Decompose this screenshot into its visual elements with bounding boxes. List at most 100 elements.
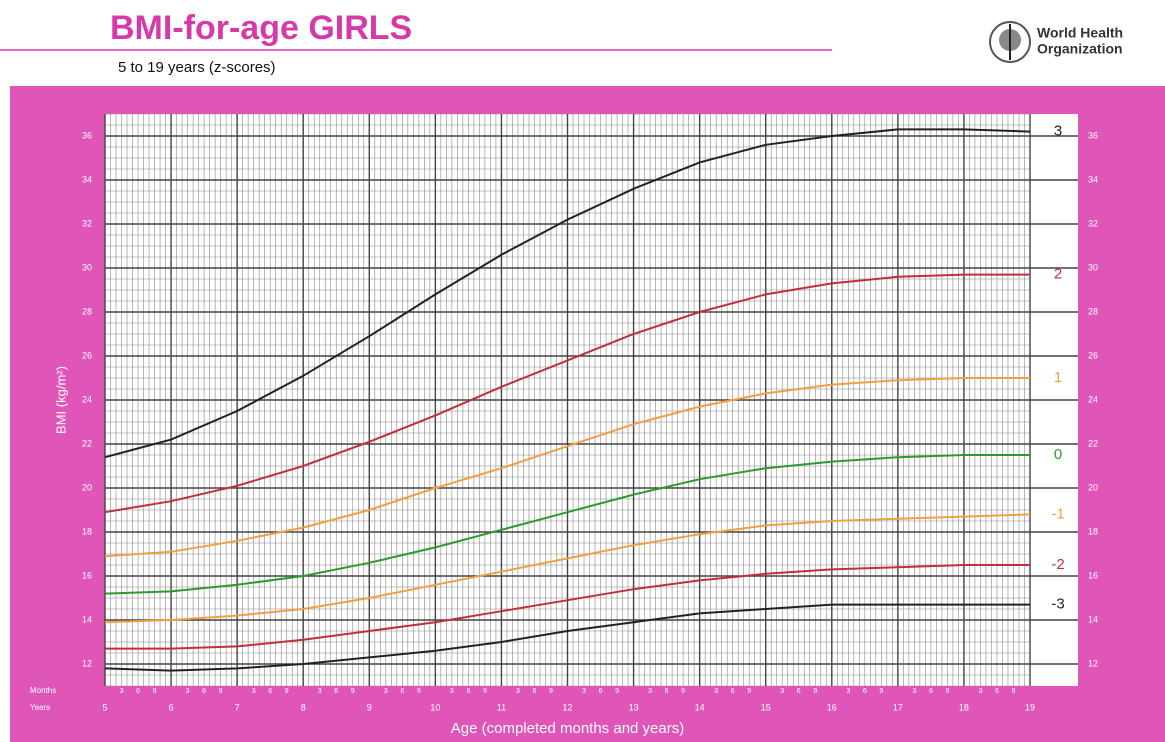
month-tick-label: 3 xyxy=(780,688,784,695)
x-tick-label: 8 xyxy=(301,702,306,712)
x-tick-label: 6 xyxy=(169,702,174,712)
month-tick-label: 9 xyxy=(483,688,487,695)
month-tick-label: 9 xyxy=(681,688,685,695)
x-tick-label: 9 xyxy=(367,702,372,712)
month-tick-label: 6 xyxy=(202,688,206,695)
y-tick-label: 18 xyxy=(82,526,92,536)
series-label: 2 xyxy=(1054,266,1062,283)
series-label: -2 xyxy=(1051,556,1064,573)
month-tick-label: 9 xyxy=(747,688,751,695)
org-name: World Health xyxy=(1037,25,1123,41)
years-label: Years xyxy=(30,703,50,712)
month-tick-label: 3 xyxy=(450,688,454,695)
x-tick-label: 11 xyxy=(497,702,506,712)
month-tick-label: 6 xyxy=(466,688,470,695)
y-axis-label: BMI (kg/m²) xyxy=(53,366,68,434)
y-tick-label: 14 xyxy=(1088,614,1098,624)
z-score-line xyxy=(104,454,1030,595)
y-tick-label: 18 xyxy=(1088,526,1098,536)
x-tick-label: 17 xyxy=(893,702,903,712)
x-tick-label: 14 xyxy=(695,702,705,712)
y-tick-label: 20 xyxy=(1088,482,1098,492)
y-tick-label: 34 xyxy=(1088,174,1098,184)
z-score-line xyxy=(104,273,1030,514)
y-tick-label: 24 xyxy=(82,394,92,404)
series-label: -3 xyxy=(1051,596,1064,613)
z-score-line xyxy=(105,564,1030,650)
month-tick-label: 3 xyxy=(912,688,916,695)
y-tick-label: 12 xyxy=(1088,658,1098,668)
z-score-line xyxy=(104,377,1030,558)
month-tick-label: 9 xyxy=(813,688,817,695)
y-tick-label: 28 xyxy=(1088,306,1098,316)
y-tick-label: 12 xyxy=(82,658,92,668)
y-tick-label: 26 xyxy=(82,350,92,360)
y-tick-label: 36 xyxy=(1088,130,1098,140)
month-tick-label: 6 xyxy=(136,688,140,695)
month-tick-label: 6 xyxy=(268,688,272,695)
series-label: 1 xyxy=(1054,369,1062,386)
month-tick-label: 3 xyxy=(582,688,586,695)
month-tick-label: 9 xyxy=(351,688,355,695)
y-tick-label: 34 xyxy=(82,174,92,184)
y-tick-label: 20 xyxy=(82,482,92,492)
month-tick-label: 9 xyxy=(1012,688,1016,695)
month-tick-label: 3 xyxy=(120,688,124,695)
y-tick-label: 24 xyxy=(1088,394,1098,404)
y-tick-label: 16 xyxy=(82,570,92,580)
y-tick-label: 32 xyxy=(1088,218,1098,228)
y-tick-label: 22 xyxy=(82,438,92,448)
x-tick-label: 16 xyxy=(827,702,837,712)
x-tick-label: 19 xyxy=(1025,702,1035,712)
month-tick-label: 6 xyxy=(400,688,404,695)
z-score-line xyxy=(104,513,1031,624)
series-label: 3 xyxy=(1054,123,1062,140)
month-tick-label: 3 xyxy=(846,688,850,695)
month-tick-label: 9 xyxy=(417,688,421,695)
title: BMI-for-age GIRLS xyxy=(110,9,412,47)
y-tick-label: 36 xyxy=(82,130,92,140)
month-tick-label: 9 xyxy=(285,688,289,695)
month-tick-label: 6 xyxy=(797,688,801,695)
month-tick-label: 6 xyxy=(863,688,867,695)
x-tick-label: 7 xyxy=(235,702,240,712)
z-score-line xyxy=(104,128,1031,459)
month-tick-label: 9 xyxy=(153,688,157,695)
month-tick-label: 6 xyxy=(533,688,537,695)
month-tick-label: 3 xyxy=(384,688,388,695)
x-tick-label: 15 xyxy=(761,702,771,712)
z-score-line xyxy=(104,603,1030,672)
y-tick-label: 30 xyxy=(82,262,92,272)
y-tick-label: 14 xyxy=(82,614,92,624)
x-tick-label: 12 xyxy=(562,702,572,712)
y-tick-label: 16 xyxy=(1088,570,1098,580)
y-tick-label: 26 xyxy=(1088,350,1098,360)
month-tick-label: 6 xyxy=(665,688,669,695)
series-label: -1 xyxy=(1051,505,1064,522)
month-tick-label: 3 xyxy=(978,688,982,695)
months-label: Months xyxy=(30,686,56,695)
month-tick-label: 6 xyxy=(731,688,735,695)
x-tick-label: 5 xyxy=(102,702,107,712)
y-tick-label: 30 xyxy=(1088,262,1098,272)
month-tick-label: 6 xyxy=(334,688,338,695)
x-tick-label: 18 xyxy=(959,702,969,712)
who-logo xyxy=(989,21,1031,63)
month-tick-label: 6 xyxy=(995,688,999,695)
month-tick-label: 3 xyxy=(252,688,256,695)
y-tick-label: 32 xyxy=(82,218,92,228)
month-tick-label: 9 xyxy=(549,688,553,695)
month-tick-label: 9 xyxy=(945,688,949,695)
month-tick-label: 6 xyxy=(599,688,603,695)
y-tick-label: 22 xyxy=(1088,438,1098,448)
x-axis-label: Age (completed months and years) xyxy=(451,720,684,737)
month-tick-label: 3 xyxy=(516,688,520,695)
x-tick-label: 10 xyxy=(430,702,440,712)
month-tick-label: 3 xyxy=(318,688,322,695)
y-tick-label: 28 xyxy=(82,306,92,316)
x-tick-label: 13 xyxy=(629,702,639,712)
month-tick-label: 9 xyxy=(879,688,883,695)
month-tick-label: 6 xyxy=(929,688,933,695)
org-name: Organization xyxy=(1037,41,1123,57)
